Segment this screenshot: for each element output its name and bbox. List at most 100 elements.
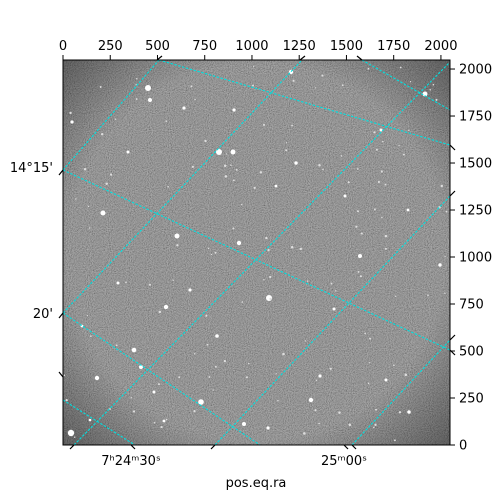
top-tick-label: 1000 bbox=[235, 39, 268, 54]
grid-line bbox=[73, 61, 450, 445]
bottom-tick-label-ra-1: 7ʰ24ᵐ30ˢ bbox=[101, 454, 161, 469]
world-tick-mark bbox=[69, 444, 75, 450]
world-tick-mark bbox=[449, 144, 456, 151]
faint-star bbox=[377, 180, 380, 184]
faint-star bbox=[75, 198, 77, 200]
top-tick-label: 1750 bbox=[377, 39, 410, 54]
faint-star bbox=[194, 353, 196, 355]
faint-star bbox=[89, 227, 91, 229]
stars-layer bbox=[63, 66, 448, 442]
faint-star bbox=[315, 379, 318, 382]
right-tick-label: 500 bbox=[459, 345, 484, 360]
right-pixel-axis: 0 250 500 750 1000 1250 1500 1750 2000 bbox=[450, 63, 492, 454]
world-tick-mark bbox=[299, 55, 306, 61]
faint-star bbox=[212, 389, 214, 391]
top-tick-label: 1500 bbox=[330, 39, 363, 54]
faint-star bbox=[398, 411, 402, 414]
faint-star bbox=[172, 279, 174, 282]
faint-star bbox=[299, 247, 303, 251]
star bbox=[94, 375, 100, 381]
faint-star bbox=[114, 118, 117, 120]
faint-star bbox=[245, 376, 248, 379]
star bbox=[422, 91, 428, 97]
star bbox=[274, 184, 278, 188]
image-area bbox=[63, 60, 450, 445]
faint-star bbox=[375, 148, 378, 151]
right-tick-label: 250 bbox=[459, 392, 484, 407]
faint-star bbox=[429, 89, 431, 91]
faint-star bbox=[90, 335, 92, 338]
faint-star bbox=[224, 175, 228, 178]
top-tick-label: 0 bbox=[59, 39, 67, 54]
star bbox=[438, 263, 442, 267]
top-tick-label: 2000 bbox=[424, 39, 457, 54]
faint-star bbox=[369, 337, 372, 340]
star bbox=[215, 334, 219, 338]
faint-star bbox=[267, 249, 270, 252]
world-tick-mark bbox=[58, 312, 64, 319]
star bbox=[126, 150, 130, 154]
grid-line bbox=[63, 399, 136, 445]
faint-star bbox=[444, 292, 446, 295]
faint-star bbox=[432, 83, 435, 86]
faint-star bbox=[314, 87, 317, 89]
faint-star bbox=[285, 149, 288, 152]
faint-star bbox=[318, 422, 320, 425]
faint-star bbox=[130, 397, 133, 399]
world-tick-mark bbox=[449, 190, 456, 197]
faint-star bbox=[364, 332, 367, 335]
faint-star bbox=[263, 279, 265, 281]
top-tick-label: 500 bbox=[145, 39, 170, 54]
faint-star bbox=[223, 164, 227, 167]
faint-star bbox=[404, 373, 408, 377]
faint-star bbox=[115, 344, 118, 347]
faint-star bbox=[269, 297, 272, 301]
faint-star bbox=[193, 410, 196, 413]
faint-star bbox=[157, 383, 161, 386]
faint-star bbox=[275, 373, 277, 375]
faint-star bbox=[338, 411, 341, 414]
faint-star bbox=[384, 247, 387, 250]
world-tick-mark bbox=[58, 371, 64, 378]
faint-star bbox=[394, 295, 397, 297]
star bbox=[232, 108, 236, 112]
faint-star bbox=[105, 182, 108, 186]
bottom-tick-label-ra-2: 25ᵐ00ˢ bbox=[321, 454, 367, 469]
faint-star bbox=[314, 409, 317, 412]
faint-star bbox=[135, 98, 138, 100]
right-tick-label: 2000 bbox=[459, 63, 492, 78]
faint-star bbox=[214, 365, 217, 368]
faint-star bbox=[359, 275, 362, 278]
faint-star bbox=[341, 84, 344, 87]
right-tick-label: 1500 bbox=[459, 157, 492, 172]
faint-star bbox=[83, 167, 87, 171]
faint-star bbox=[136, 77, 138, 80]
faint-star bbox=[367, 67, 370, 70]
star bbox=[70, 120, 74, 124]
star bbox=[88, 418, 92, 422]
star bbox=[145, 85, 151, 91]
faint-star bbox=[393, 364, 395, 367]
faint-star bbox=[86, 315, 88, 317]
world-tick-mark bbox=[210, 444, 216, 450]
star bbox=[198, 399, 204, 405]
faint-star bbox=[435, 98, 438, 101]
grid-line bbox=[158, 60, 450, 146]
faint-star bbox=[214, 251, 217, 254]
faint-star bbox=[165, 418, 168, 421]
star bbox=[162, 419, 166, 423]
grid-line bbox=[214, 195, 450, 445]
star bbox=[406, 208, 410, 212]
faint-star bbox=[207, 247, 210, 250]
top-tick-label: 250 bbox=[98, 39, 123, 54]
world-tick-mark bbox=[351, 444, 357, 450]
faint-star bbox=[148, 283, 152, 286]
faint-star bbox=[398, 144, 400, 147]
faint-star bbox=[69, 111, 72, 115]
faint-star bbox=[384, 234, 388, 238]
faint-star bbox=[321, 74, 324, 77]
star bbox=[139, 365, 143, 369]
top-tick-label: 750 bbox=[192, 39, 217, 54]
faint-star bbox=[355, 225, 358, 228]
left-tick-label-dec-2: 20' bbox=[33, 307, 53, 322]
